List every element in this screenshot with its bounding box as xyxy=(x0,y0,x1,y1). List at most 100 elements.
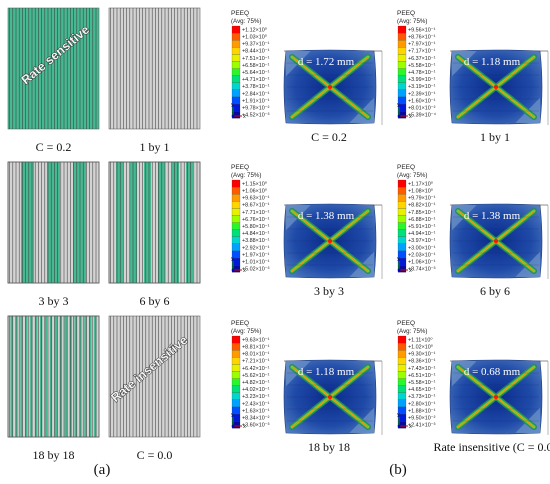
gray-band xyxy=(67,316,70,437)
teal-band xyxy=(144,162,151,283)
legend-value: +1.03×10⁰ xyxy=(242,34,267,41)
tile-border xyxy=(7,315,100,438)
d-label: d = 1.72 mm xyxy=(298,56,355,68)
legend-swatch xyxy=(231,68,241,76)
axis-origin xyxy=(397,268,401,272)
legend-swatch xyxy=(231,40,241,48)
legend-value: +7.17×10⁻¹ xyxy=(408,49,436,55)
legend-swatch xyxy=(231,25,241,34)
teal-band xyxy=(69,316,72,437)
legend-value: +2.43×10⁻¹ xyxy=(242,401,270,407)
legend-value: +2.84×10⁻¹ xyxy=(242,91,270,97)
legend-swatch xyxy=(231,392,241,400)
legend-value: +6.88×10⁻¹ xyxy=(408,217,436,223)
legend-value: +2.39×10⁻¹ xyxy=(408,91,436,97)
gray-band xyxy=(86,162,99,283)
simulation-panel: d = 1.18 mm PEEQ(Avg: 75%) +9.63×10⁻¹ +8.81… xyxy=(231,320,383,435)
teal-band xyxy=(186,162,193,283)
legend-value: +9.37×10⁻¹ xyxy=(242,42,270,48)
legend-value: +1.06×10⁻¹ xyxy=(408,260,436,266)
legend-value: +8.76×10⁻¹ xyxy=(408,35,436,41)
legend-swatch xyxy=(397,187,407,195)
legend-value: +3.19×10⁻¹ xyxy=(408,84,436,90)
teal-band xyxy=(30,316,33,437)
legend-value: +4.71×10⁻¹ xyxy=(242,77,270,83)
legend-value: +8.74×10⁻³ xyxy=(408,267,436,273)
gray-band xyxy=(151,162,158,283)
legend-value: +9.63×10⁻¹ xyxy=(242,337,270,343)
legend-swatch xyxy=(397,47,407,55)
legend-value: +6.51×10⁻¹ xyxy=(408,373,436,379)
panel-a: C = 0.2 1 by 1 3 by 3 6 by 6 18 by 18 C = 0.0… xyxy=(7,7,201,478)
legend-swatch xyxy=(397,89,407,98)
legend-swatch xyxy=(397,229,407,237)
legend-subtitle: (Avg: 75%) xyxy=(231,172,262,179)
legend-swatch xyxy=(231,421,241,429)
legend-value: +2.92×10⁻¹ xyxy=(242,245,270,251)
legend-swatch xyxy=(231,399,241,408)
legend-swatch xyxy=(397,201,407,209)
gray-band xyxy=(57,316,60,437)
teal-band xyxy=(44,316,48,437)
simulation-panel: d = 0.68 mm PEEQ(Avg: 75%)+1.11×10⁰+1.02×… xyxy=(397,320,549,435)
axis-y-label: y xyxy=(231,256,234,262)
tile-caption: C = 0.0 xyxy=(137,448,173,462)
legend-value: +4.02×10⁻¹ xyxy=(242,387,270,393)
legend-swatch xyxy=(397,236,407,245)
axis-y-label: y xyxy=(397,256,400,262)
legend-swatch xyxy=(231,222,241,230)
legend-value: +3.88×10⁻¹ xyxy=(242,238,270,244)
axis-origin xyxy=(231,114,235,118)
tile-caption: 3 by 3 xyxy=(39,294,69,308)
legend-value: +3.60×10⁻³ xyxy=(242,423,270,429)
legend-swatch xyxy=(397,421,407,429)
legend-value: +7.71×10⁻¹ xyxy=(242,210,270,216)
legend-value: +9.56×10⁻¹ xyxy=(408,27,436,33)
legend-value: +7.85×10⁻¹ xyxy=(408,210,436,216)
axis-origin xyxy=(231,424,235,428)
teal-band xyxy=(10,316,13,437)
simulation-panel: d = 1.72 mm PEEQ(Avg: 75%)+1.12×10⁰+1.03×… xyxy=(231,10,383,125)
legend-swatch xyxy=(397,392,407,400)
legend-value: +4.82×10⁻¹ xyxy=(242,380,270,386)
legend-subtitle: (Avg: 75%) xyxy=(397,18,428,25)
legend-swatch xyxy=(397,54,407,62)
legend-subtitle: (Avg: 75%) xyxy=(231,328,262,335)
simulation-caption: 1 by 1 xyxy=(480,130,510,144)
legend-swatch xyxy=(231,364,241,372)
legend-swatch xyxy=(231,385,241,393)
legend-title: PEEQ xyxy=(231,10,249,17)
tile-caption: 18 by 18 xyxy=(33,448,75,462)
legend-value: +6.37×10⁻¹ xyxy=(408,56,436,62)
legend-title: PEEQ xyxy=(231,320,249,327)
gray-band xyxy=(71,316,75,437)
legend-value: +4.78×10⁻¹ xyxy=(408,70,436,76)
legend-title: PEEQ xyxy=(231,164,249,171)
legend-swatch xyxy=(231,32,241,41)
legend-value: +2.03×10⁻¹ xyxy=(408,252,436,258)
gray-band xyxy=(137,162,144,283)
tile-bg xyxy=(108,7,201,130)
legend-value: +9.30×10⁻¹ xyxy=(408,352,436,358)
legend-value: +1.17×10⁰ xyxy=(408,180,433,187)
legend-swatch xyxy=(397,335,407,344)
teal-band xyxy=(79,316,82,437)
gray-band xyxy=(86,316,90,437)
legend-swatch xyxy=(397,364,407,372)
axis-origin xyxy=(397,424,401,428)
teal-band xyxy=(25,316,28,437)
legend-swatch xyxy=(231,75,241,83)
legend-value: +5.58×10⁻¹ xyxy=(408,63,436,69)
legend-swatch xyxy=(231,89,241,98)
legend-value: +8.44×10⁻¹ xyxy=(242,49,270,55)
simulation-panel: d = 1.38 mm PEEQ(Avg: 75%)+1.17×10⁰+1.08×… xyxy=(397,164,549,279)
legend-subtitle: (Avg: 75%) xyxy=(397,172,428,179)
legend-swatch xyxy=(397,350,407,358)
legend-value: +1.60×10⁻¹ xyxy=(408,98,436,104)
legend-value: +2.80×10⁻¹ xyxy=(408,401,436,407)
axis-x-label: x xyxy=(243,268,246,274)
legend-value: +1.91×10⁻¹ xyxy=(242,98,270,104)
legend-swatch xyxy=(231,111,241,119)
legend-swatch xyxy=(231,229,241,237)
